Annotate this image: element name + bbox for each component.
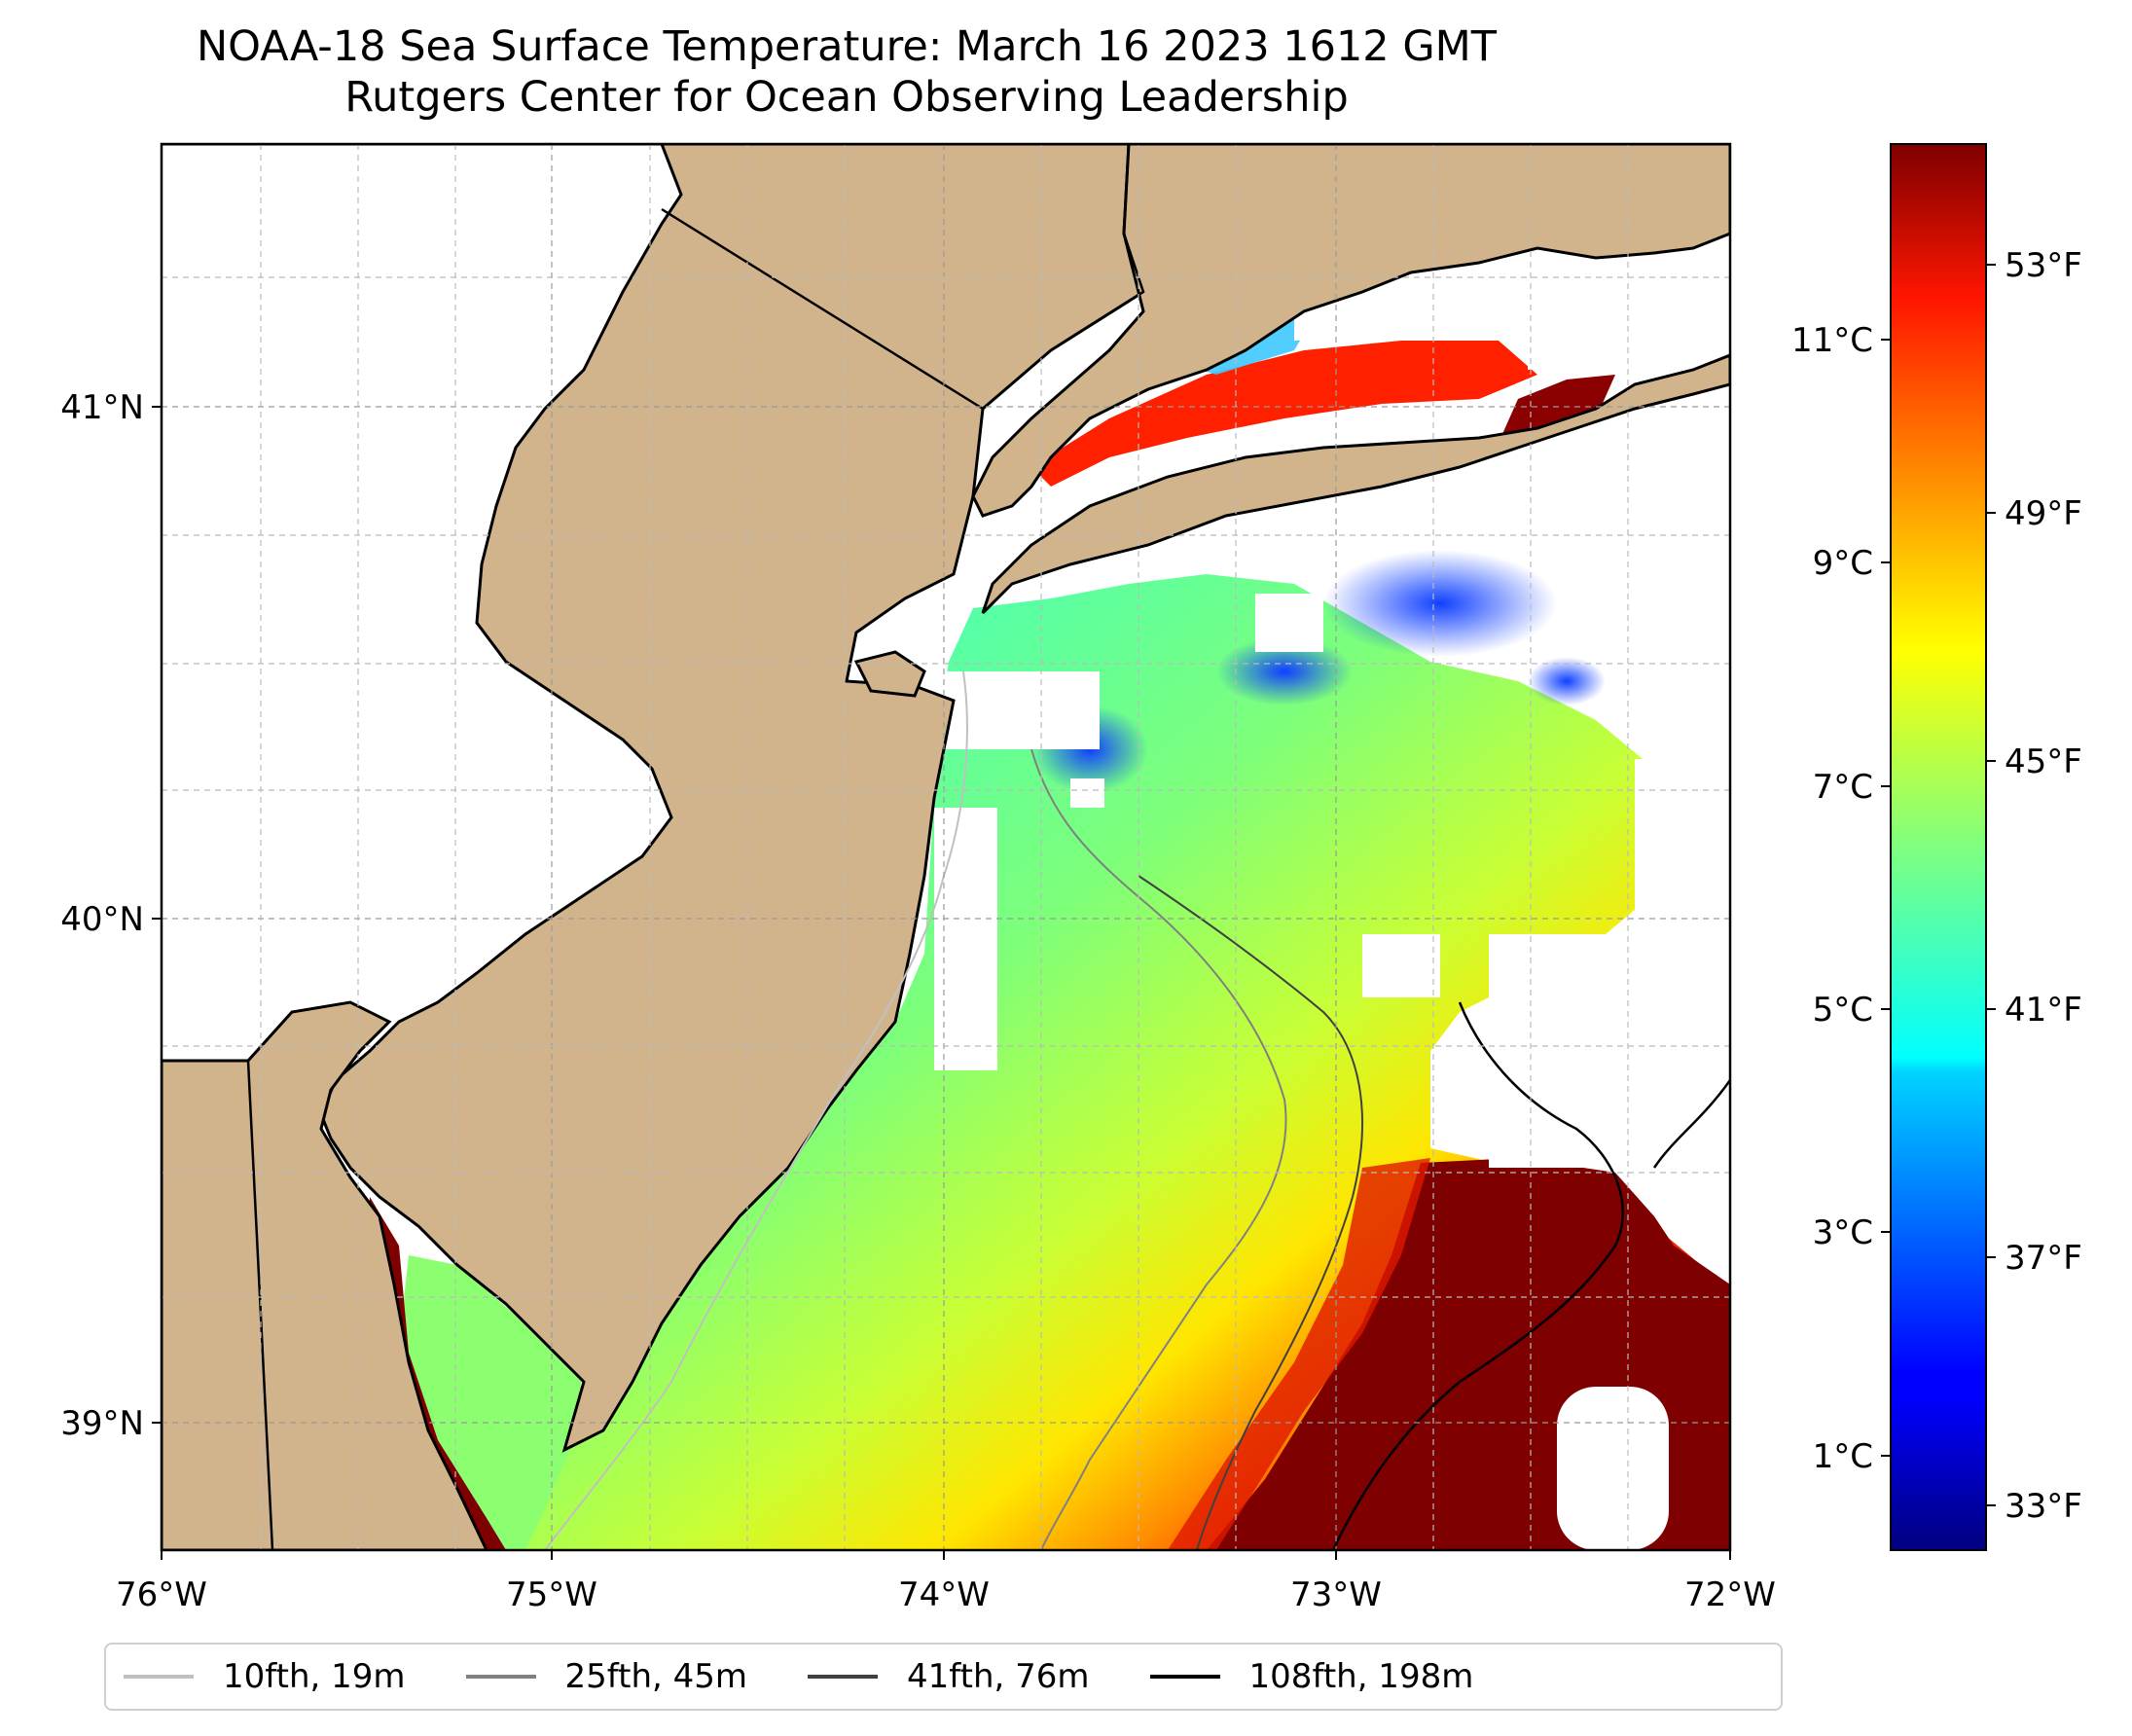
lon-label: 75°W xyxy=(506,1575,597,1614)
no-data-patch xyxy=(1489,934,1730,1168)
long-island-sound-sst xyxy=(1499,375,1615,443)
no-data-patch xyxy=(1070,778,1104,808)
no-data-patch xyxy=(1635,759,1730,934)
colorbar-celsius-label: 1°C xyxy=(1813,1437,1873,1476)
lon-label: 76°W xyxy=(116,1575,207,1614)
land-new-england xyxy=(971,144,1730,518)
colorbar-celsius-label: 5°C xyxy=(1813,991,1873,1030)
no-data-patch xyxy=(934,671,1100,749)
lon-label: 74°W xyxy=(898,1575,990,1614)
contour-108fth xyxy=(1652,1079,1730,1169)
map-frame xyxy=(160,142,1732,1552)
land-long-island xyxy=(981,353,1730,615)
cold-patch xyxy=(1323,550,1557,657)
legend-label: 108fth, 198m xyxy=(1248,1657,1474,1696)
no-data-patch xyxy=(1255,594,1323,652)
title-line-1: NOAA-18 Sea Surface Temperature: March 1… xyxy=(196,22,1498,71)
colorbar-fahrenheit-label: 41°F xyxy=(2005,991,2082,1030)
state-boundary xyxy=(1050,144,1145,352)
land-staten-island xyxy=(853,650,926,698)
legend-label: 41fth, 76m xyxy=(907,1657,1090,1696)
legend-line-swatch xyxy=(124,1675,194,1679)
map-gridlines xyxy=(162,144,1730,1550)
legend-item-25fth: 25fth, 45m xyxy=(465,1657,748,1696)
colorbar-ticks xyxy=(1881,264,1996,1506)
legend-item-41fth: 41fth, 76m xyxy=(808,1657,1090,1696)
contour-25fth xyxy=(1030,748,1287,1550)
colorbar-fahrenheit-label: 45°F xyxy=(2005,742,2082,781)
long-island-sound-sst xyxy=(1031,341,1537,487)
lon-label: 72°W xyxy=(1684,1575,1776,1614)
title-line-2: Rutgers Center for Ocean Observing Leade… xyxy=(344,73,1349,122)
colorbar-celsius-label: 9°C xyxy=(1813,544,1873,583)
colorbar xyxy=(1890,143,1987,1551)
colorbar-celsius-label: 7°C xyxy=(1813,768,1873,807)
cold-patch xyxy=(1528,657,1606,705)
land-delaware xyxy=(162,1000,488,1550)
legend-line-swatch xyxy=(465,1675,536,1679)
no-data-patch xyxy=(934,808,997,1070)
legend-item-10fth: 10fth, 19m xyxy=(124,1657,406,1696)
colorbar-celsius-label: 3°C xyxy=(1813,1213,1873,1252)
legend-line-swatch xyxy=(808,1675,879,1679)
state-boundary xyxy=(661,207,984,411)
lat-label: 41°N xyxy=(60,388,144,427)
warm-water-edge xyxy=(1168,1158,1430,1550)
map-title: NOAA-18 Sea Surface Temperature: March 1… xyxy=(0,21,1693,123)
colorbar-fahrenheit-label: 49°F xyxy=(2005,494,2082,533)
colorbar-fahrenheit-label: 53°F xyxy=(2005,246,2082,285)
land-new-jersey-pennsylvania xyxy=(162,144,1145,1453)
colorbar-fahrenheit-label: 33°F xyxy=(2005,1487,2082,1526)
legend-item-108fth: 108fth, 198m xyxy=(1149,1657,1474,1696)
legend-line-swatch xyxy=(1149,1675,1220,1679)
legend-label: 10fth, 19m xyxy=(223,1657,406,1696)
contour-108fth xyxy=(1331,1001,1624,1550)
lon-label: 73°W xyxy=(1290,1575,1382,1614)
axis-ticks xyxy=(152,406,1731,1560)
contour-10fth xyxy=(544,670,968,1550)
contour-41fth xyxy=(1138,875,1363,1550)
no-data-patch xyxy=(1362,934,1440,997)
contour-legend: 10fth, 19m 25fth, 45m 41fth, 76m 108fth,… xyxy=(104,1643,1783,1711)
no-data-patch xyxy=(1557,1387,1669,1550)
colorbar-celsius-label: 11°C xyxy=(1791,321,1873,360)
lat-label: 39°N xyxy=(60,1404,144,1443)
lat-label: 40°N xyxy=(60,900,144,939)
colorbar-fahrenheit-label: 37°F xyxy=(2005,1239,2082,1278)
cold-patch xyxy=(1216,637,1353,705)
delaware-bay-warm-edge xyxy=(365,1197,506,1550)
legend-label: 25fth, 45m xyxy=(564,1657,748,1696)
